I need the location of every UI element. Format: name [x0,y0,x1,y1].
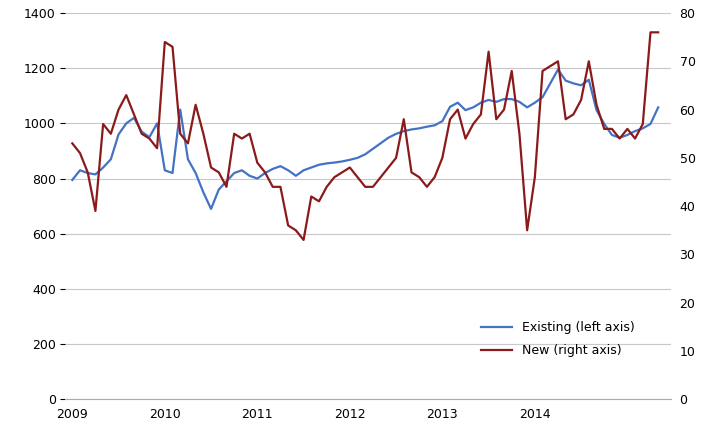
Existing (left axis) [399,128,408,134]
Existing (left axis) [268,166,277,171]
Existing (left axis) [276,164,285,169]
Existing (left axis) [68,178,76,183]
Existing (left axis) [654,105,663,110]
New (right axis) [268,184,277,189]
Line: Existing (left axis): Existing (left axis) [72,69,658,209]
Line: New (right axis): New (right axis) [72,32,658,240]
Existing (left axis) [554,67,562,72]
New (right axis) [184,141,193,146]
Existing (left axis) [314,162,323,168]
New (right axis) [261,170,270,175]
New (right axis) [654,30,663,35]
New (right axis) [299,237,308,243]
New (right axis) [314,199,323,204]
Existing (left axis) [184,157,193,162]
New (right axis) [330,174,339,180]
Legend: Existing (left axis), New (right axis): Existing (left axis), New (right axis) [476,316,640,362]
Existing (left axis) [207,206,216,211]
New (right axis) [399,117,408,122]
New (right axis) [68,141,76,146]
New (right axis) [646,30,655,35]
Existing (left axis) [330,160,339,165]
